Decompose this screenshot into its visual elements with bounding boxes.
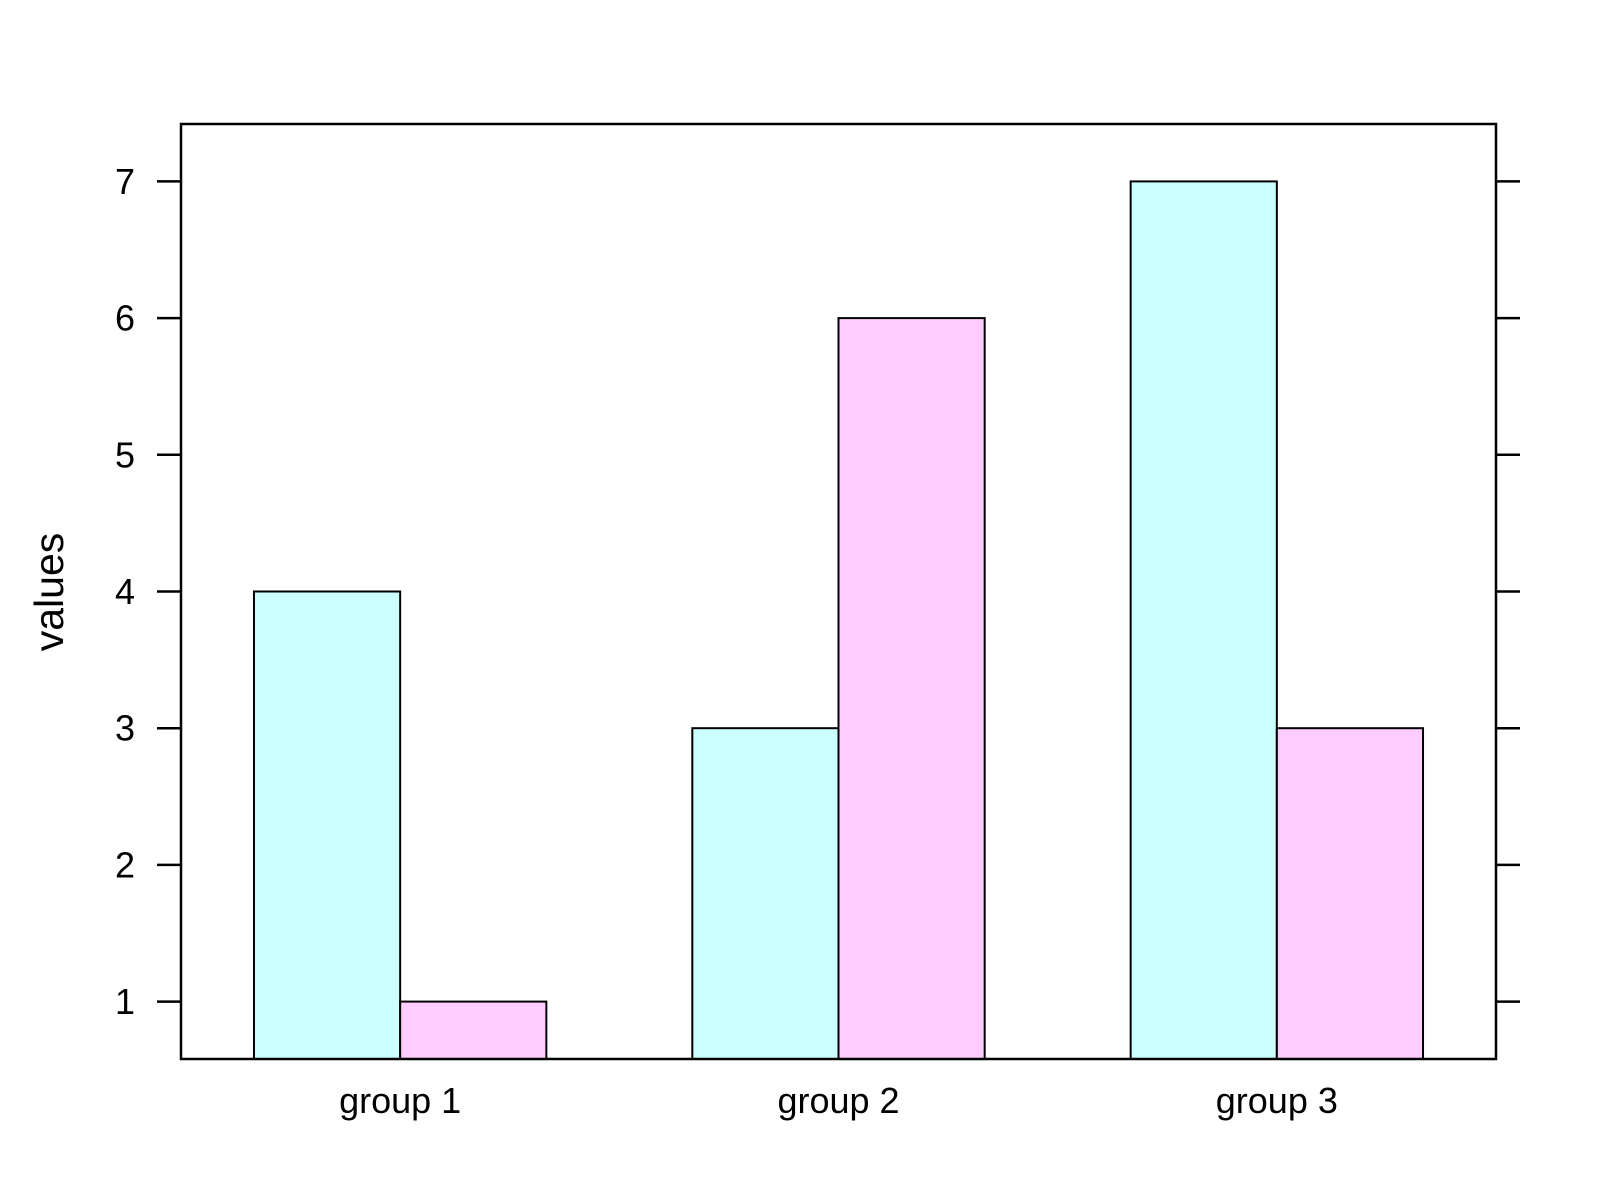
x-tick-label: group 1 bbox=[339, 1080, 461, 1121]
bar-series1-group-1 bbox=[252, 590, 402, 1060]
y-tick-label: 1 bbox=[115, 981, 135, 1022]
bar-series2-group-2 bbox=[837, 317, 986, 1060]
bar-series2-group-1 bbox=[399, 1000, 548, 1060]
y-tick-label: 3 bbox=[115, 708, 135, 749]
x-tick-label: group 2 bbox=[777, 1080, 899, 1121]
x-tick-label: group 3 bbox=[1216, 1080, 1338, 1121]
bar-series2-group-3 bbox=[1275, 727, 1425, 1061]
y-axis-ticks: 1 2 3 4 5 6 7 bbox=[115, 161, 1520, 1022]
x-axis-labels: group 1 group 2 group 3 bbox=[339, 1080, 1338, 1121]
y-axis-title: values bbox=[26, 533, 72, 652]
y-tick-label: 7 bbox=[115, 161, 135, 202]
bar-series1-group-3 bbox=[1129, 180, 1278, 1060]
bar-series1-group-2 bbox=[691, 727, 840, 1061]
y-tick-label: 5 bbox=[115, 434, 135, 475]
y-tick-label: 2 bbox=[115, 844, 135, 885]
y-tick-label: 4 bbox=[115, 571, 135, 612]
bars-layer bbox=[252, 180, 1425, 1061]
y-tick-label: 6 bbox=[115, 298, 135, 339]
